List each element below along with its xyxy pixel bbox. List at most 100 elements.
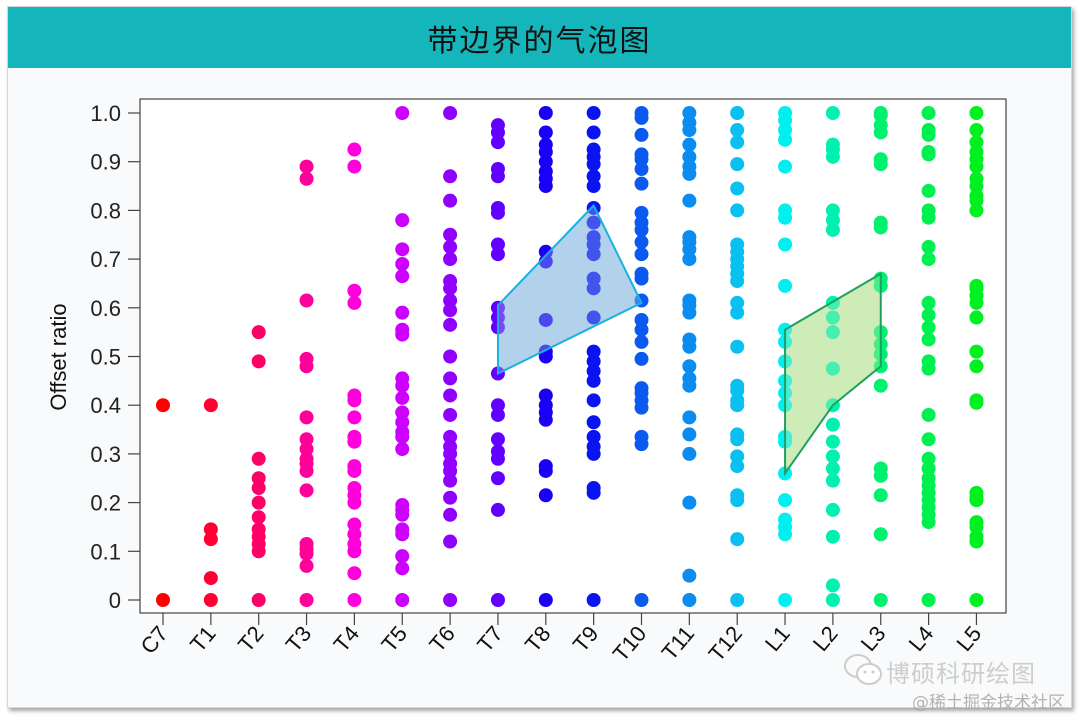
data-point	[682, 593, 697, 607]
y-tick-label: 0.5	[90, 345, 121, 370]
data-point	[682, 371, 697, 386]
y-tick-label: 0.3	[90, 442, 121, 467]
data-point	[538, 125, 553, 140]
data-point	[634, 162, 649, 177]
data-point	[586, 373, 601, 388]
data-point	[443, 371, 458, 386]
data-point	[538, 488, 553, 503]
data-point	[825, 361, 840, 376]
boundary-T7-T10-outline	[496, 203, 643, 376]
data-point	[347, 527, 362, 542]
x-tick-label: T4	[329, 621, 365, 657]
data-point	[969, 188, 984, 203]
data-point	[969, 359, 984, 374]
watermark-wechat: 博硕科研绘图	[886, 660, 1036, 688]
data-point	[395, 405, 410, 420]
series-T9	[586, 106, 601, 607]
data-point	[921, 123, 936, 138]
x-tick-label: T6	[424, 621, 460, 657]
data-point	[586, 169, 601, 184]
data-point	[634, 266, 649, 281]
data-point	[634, 334, 649, 349]
data-point	[395, 242, 410, 257]
data-point	[682, 252, 697, 267]
data-point	[251, 593, 266, 607]
series-T3	[299, 159, 314, 607]
data-point	[682, 293, 697, 308]
data-point	[443, 349, 458, 364]
boundary-L1-L3-outline	[784, 271, 882, 477]
data-point	[730, 203, 745, 218]
x-tick-label: L1	[760, 621, 795, 656]
data-point	[778, 512, 793, 527]
data-point	[443, 239, 458, 254]
data-point	[682, 332, 697, 347]
data-point	[682, 495, 697, 510]
data-point	[299, 410, 314, 425]
data-point	[634, 247, 649, 262]
data-point	[634, 322, 649, 337]
data-point	[682, 410, 697, 425]
x-tick-label: T11	[657, 621, 699, 665]
data-point	[873, 527, 888, 542]
data-point	[921, 354, 936, 369]
data-point	[730, 157, 745, 172]
data-point	[634, 593, 649, 607]
data-point	[921, 295, 936, 310]
data-point	[969, 485, 984, 500]
y-tick-label: 0.8	[90, 198, 121, 223]
data-point	[443, 534, 458, 549]
data-point	[682, 106, 697, 120]
data-point	[682, 446, 697, 461]
data-point	[969, 106, 984, 120]
data-point	[730, 237, 745, 252]
data-point	[156, 398, 170, 413]
data-point	[251, 354, 266, 369]
data-point	[490, 162, 505, 177]
data-point	[586, 415, 601, 430]
wechat-icon	[842, 650, 886, 695]
series-T5	[395, 106, 410, 607]
data-point	[825, 502, 840, 517]
y-tick-label: 0.6	[90, 296, 121, 321]
data-point	[443, 407, 458, 422]
data-point	[825, 578, 840, 593]
data-point	[299, 432, 314, 447]
data-point	[825, 473, 840, 488]
data-point	[299, 159, 314, 174]
data-point	[586, 230, 601, 245]
data-point	[730, 532, 745, 547]
data-point	[490, 444, 505, 459]
data-point	[730, 339, 745, 354]
data-point	[490, 471, 505, 486]
data-point	[730, 181, 745, 196]
data-point	[730, 305, 745, 320]
y-tick-label: 0.1	[90, 539, 121, 564]
data-point	[251, 480, 266, 495]
data-point	[969, 123, 984, 138]
data-point	[251, 451, 266, 466]
data-point	[825, 106, 840, 120]
data-point	[969, 203, 984, 218]
data-point	[730, 106, 745, 120]
data-point	[203, 532, 218, 547]
data-point	[443, 456, 458, 471]
data-point	[969, 515, 984, 530]
x-tick-label: L4	[904, 621, 939, 656]
data-point	[921, 239, 936, 254]
data-point	[443, 429, 458, 444]
data-point	[969, 593, 984, 607]
data-point	[203, 593, 218, 607]
data-point	[921, 183, 936, 198]
data-point	[586, 593, 601, 607]
data-point	[490, 398, 505, 413]
data-point	[299, 442, 314, 457]
data-point	[251, 471, 266, 486]
data-point	[634, 127, 649, 142]
data-point	[395, 415, 410, 430]
data-point	[443, 507, 458, 522]
boundary-outline-layer	[496, 203, 882, 477]
data-point	[682, 115, 697, 130]
x-tick-label: T9	[568, 621, 604, 657]
